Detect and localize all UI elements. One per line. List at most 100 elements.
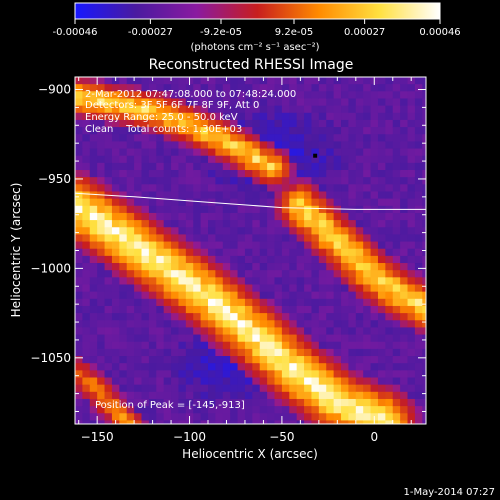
heatmap-cell bbox=[222, 384, 231, 393]
heatmap-cell bbox=[385, 356, 394, 364]
heatmap-cell bbox=[97, 112, 105, 121]
heatmap-cell bbox=[208, 84, 216, 92]
heatmap-cell bbox=[392, 313, 401, 321]
heatmap-cell bbox=[193, 198, 202, 207]
heatmap-cell bbox=[148, 84, 157, 92]
heatmap-cell bbox=[422, 155, 426, 164]
heatmap-cell bbox=[333, 377, 342, 386]
heatmap-cell bbox=[326, 205, 335, 214]
heatmap-cell bbox=[252, 341, 261, 350]
heatmap-cell bbox=[422, 241, 426, 250]
heatmap-cell bbox=[178, 313, 187, 321]
heatmap-cell bbox=[355, 177, 364, 185]
heatmap-cell bbox=[237, 305, 246, 314]
heatmap-cell bbox=[193, 134, 202, 142]
heatmap-cell bbox=[193, 277, 202, 285]
heatmap-cell bbox=[274, 112, 283, 121]
heatmap-cell bbox=[392, 356, 401, 364]
heatmap-cell bbox=[407, 105, 416, 114]
heatmap-cell bbox=[341, 348, 349, 357]
heatmap-cell bbox=[363, 313, 371, 321]
heatmap-cell bbox=[304, 341, 312, 350]
heatmap-cell bbox=[82, 398, 91, 407]
heatmap-cell bbox=[414, 255, 423, 264]
heatmap-cell bbox=[230, 305, 238, 314]
heatmap-cell bbox=[193, 205, 202, 214]
heatmap-cell bbox=[185, 298, 194, 307]
heatmap-cell bbox=[178, 248, 187, 257]
heatmap-cell bbox=[89, 170, 98, 178]
heatmap-cell bbox=[134, 170, 142, 178]
heatmap-cell bbox=[97, 170, 105, 178]
heatmap-cell bbox=[281, 148, 290, 157]
heatmap-cell bbox=[200, 105, 209, 114]
heatmap-cell bbox=[230, 212, 238, 221]
heatmap-cell bbox=[289, 420, 298, 424]
heatmap-cell bbox=[82, 277, 91, 285]
heatmap-cell bbox=[148, 105, 157, 114]
heatmap-cell bbox=[89, 220, 98, 228]
heatmap-cell bbox=[252, 91, 261, 99]
heatmap-cell bbox=[385, 334, 394, 343]
heatmap-cell bbox=[267, 170, 275, 178]
heatmap-cell bbox=[215, 327, 224, 335]
heatmap-cell bbox=[252, 212, 261, 221]
heatmap-cell bbox=[222, 348, 231, 357]
heatmap-cell bbox=[348, 305, 357, 314]
heatmap-cell bbox=[89, 263, 98, 271]
heatmap-cell bbox=[141, 77, 150, 85]
heatmap-cell bbox=[385, 119, 394, 128]
heatmap-cell bbox=[119, 220, 128, 228]
heatmap-cell bbox=[363, 356, 371, 364]
heatmap-cell bbox=[400, 220, 408, 228]
heatmap-cell bbox=[377, 363, 386, 371]
heatmap-cell bbox=[97, 341, 105, 350]
heatmap-cell bbox=[111, 334, 120, 343]
heatmap-cell bbox=[377, 291, 386, 300]
heatmap-cell bbox=[97, 298, 105, 307]
heatmap-cell bbox=[82, 413, 91, 421]
heatmap-cell bbox=[274, 263, 283, 271]
colorbar-tick-label: 0.00046 bbox=[419, 27, 460, 38]
heatmap-cell bbox=[200, 305, 209, 314]
heatmap-cell bbox=[208, 370, 216, 378]
x-axis-label: Heliocentric X (arcsec) bbox=[182, 447, 318, 461]
heatmap-cell bbox=[318, 155, 327, 164]
heatmap-cell bbox=[259, 127, 268, 135]
heatmap-cell bbox=[82, 320, 91, 328]
heatmap-cell bbox=[200, 241, 209, 250]
heatmap-cell bbox=[274, 198, 283, 207]
heatmap-cell bbox=[348, 212, 357, 221]
heatmap-cell bbox=[237, 184, 246, 192]
heatmap-cell bbox=[341, 119, 349, 128]
heatmap-cell bbox=[163, 298, 172, 307]
heatmap-cell bbox=[148, 377, 157, 386]
heatmap-cell bbox=[370, 377, 379, 386]
heatmap-cell bbox=[104, 198, 113, 207]
heatmap-cell bbox=[333, 220, 342, 228]
heatmap-cell bbox=[252, 277, 261, 285]
heatmap-cell bbox=[304, 127, 312, 135]
heatmap-cell bbox=[422, 305, 426, 314]
heatmap-cell bbox=[407, 298, 416, 307]
heatmap-cell bbox=[281, 320, 290, 328]
heatmap-cell bbox=[230, 162, 238, 171]
heatmap-cell bbox=[97, 313, 105, 321]
heatmap-cell bbox=[200, 298, 209, 307]
heatmap-cell bbox=[363, 298, 371, 307]
heatmap-cell bbox=[222, 91, 231, 99]
heatmap-cell bbox=[414, 170, 423, 178]
heatmap-cell bbox=[82, 91, 91, 99]
heatmap-cell bbox=[400, 334, 408, 343]
heatmap-cell bbox=[281, 134, 290, 142]
heatmap-cell bbox=[89, 141, 98, 149]
heatmap-cell bbox=[141, 356, 150, 364]
heatmap-cell bbox=[281, 205, 290, 214]
heatmap-cell bbox=[370, 184, 379, 192]
heatmap-cell bbox=[82, 270, 91, 278]
heatmap-cell bbox=[348, 241, 357, 250]
heatmap-cell bbox=[370, 284, 379, 293]
heatmap-cell bbox=[104, 356, 113, 364]
heatmap-cell bbox=[208, 105, 216, 114]
heatmap-cell bbox=[267, 341, 275, 350]
